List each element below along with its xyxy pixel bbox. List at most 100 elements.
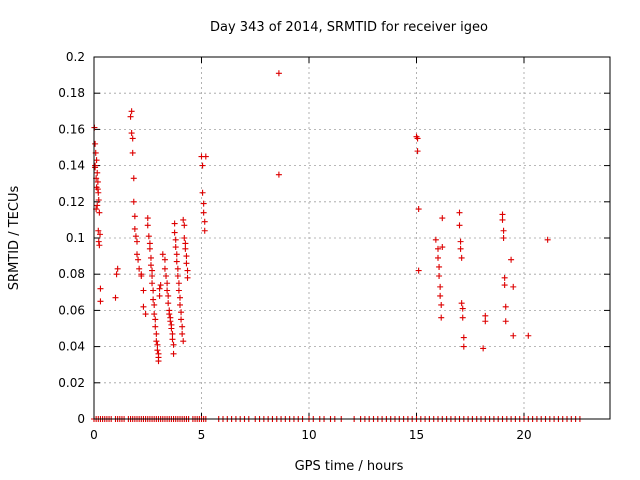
data-point: [147, 262, 154, 269]
data-point: [179, 323, 186, 330]
data-point: [174, 265, 181, 272]
x-tick-label: 0: [90, 428, 98, 442]
data-point: [95, 227, 102, 234]
data-point: [181, 235, 188, 241]
data-point: [201, 218, 208, 225]
data-point: [149, 267, 156, 274]
data-point: [458, 300, 465, 307]
data-point: [414, 135, 421, 142]
data-point: [146, 240, 153, 247]
data-point: [502, 318, 509, 325]
y-tick-label: 0.18: [58, 86, 85, 100]
data-point: [163, 273, 170, 280]
data-point: [457, 238, 464, 245]
data-point: [181, 222, 188, 229]
data-point: [134, 251, 140, 258]
data-point: [200, 209, 207, 216]
data-point: [152, 316, 159, 323]
data-point: [510, 283, 517, 290]
data-point: [435, 254, 441, 261]
data-point: [172, 244, 179, 251]
data-point: [415, 267, 422, 274]
data-point: [275, 70, 282, 77]
data-point: [502, 303, 509, 310]
data-point: [95, 196, 102, 203]
data-point: [164, 287, 171, 294]
data-point: [201, 227, 208, 234]
data-point: [136, 265, 143, 272]
data-point: [173, 258, 180, 265]
data-point: [97, 231, 104, 238]
data-point: [154, 347, 161, 354]
data-point: [169, 336, 176, 343]
data-point: [151, 301, 158, 308]
data-point: [128, 130, 135, 137]
y-tick-label: 0.16: [58, 122, 85, 136]
data-point: [438, 314, 445, 321]
data-point: [151, 311, 158, 318]
data-point: [459, 305, 466, 312]
data-point: [149, 280, 156, 287]
data-point: [438, 301, 445, 308]
data-point: [159, 251, 166, 258]
data-point: [140, 303, 147, 310]
data-point: [97, 298, 104, 305]
data-point: [437, 283, 444, 290]
data-point: [178, 316, 185, 323]
y-axis-label: SRMTID / TECUs: [7, 186, 22, 291]
data-point: [96, 242, 103, 249]
data-point: [180, 216, 187, 223]
data-point: [157, 282, 164, 289]
data-point: [154, 341, 161, 348]
data-point: [415, 206, 422, 213]
data-point: [501, 282, 508, 289]
data-point: [457, 245, 464, 252]
y-tick-label: 0.14: [58, 159, 85, 173]
data-point: [183, 260, 190, 267]
x-axis-label: GPS time / hours: [295, 459, 404, 474]
data-point: [170, 350, 177, 357]
x-tick-label: 5: [198, 428, 206, 442]
plot-frame: [93, 56, 611, 420]
data-point: [460, 334, 467, 341]
data-point: [161, 265, 168, 272]
data-point: [164, 280, 171, 287]
data-point: [178, 309, 185, 316]
data-point: [182, 240, 189, 247]
data-point: [482, 318, 489, 325]
y-tick-label: 0.2: [66, 50, 85, 64]
data-point: [183, 253, 190, 260]
data-point: [131, 213, 138, 220]
data-points: [91, 70, 583, 422]
data-point: [202, 153, 209, 160]
data-point: [127, 113, 134, 120]
data-point: [436, 263, 443, 270]
y-tick-label: 0: [77, 412, 85, 426]
data-point: [129, 135, 136, 142]
y-tick-label: 0.06: [58, 303, 85, 317]
data-point: [171, 220, 178, 227]
data-point: [165, 292, 172, 299]
data-point: [94, 202, 101, 209]
data-point: [200, 200, 207, 207]
data-point: [414, 148, 421, 155]
data-point: [135, 256, 142, 263]
data-point: [182, 245, 189, 252]
data-point: [147, 254, 154, 261]
data-point: [199, 189, 206, 196]
data-point: [177, 294, 183, 301]
data-point: [184, 267, 191, 274]
data-point: [150, 287, 157, 294]
data-point: [170, 341, 177, 348]
data-point: [166, 311, 173, 318]
data-point: [435, 245, 441, 252]
data-point: [173, 251, 180, 258]
data-point: [171, 229, 178, 236]
data-point: [179, 330, 186, 337]
data-point: [112, 294, 119, 301]
data-point: [113, 271, 120, 278]
data-point: [131, 225, 138, 232]
data-point: [460, 343, 467, 350]
data-point: [275, 171, 282, 178]
